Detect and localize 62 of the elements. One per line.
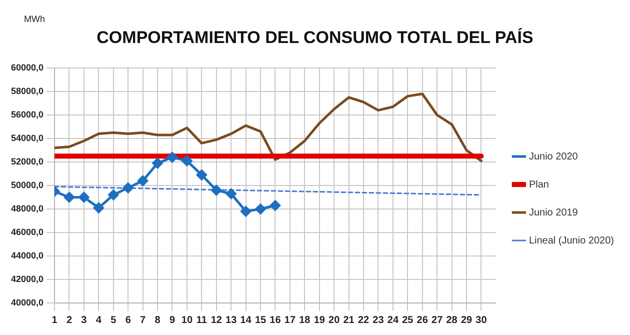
- point: [270, 200, 280, 211]
- point: [152, 158, 163, 168]
- x-tick-label: 29: [460, 314, 473, 326]
- x-tick-label: 30: [476, 314, 488, 326]
- legend-label: Junio 2019: [528, 207, 578, 218]
- x-tick-label: 4: [96, 314, 102, 326]
- y-tick-label: 44000,0: [10, 250, 44, 260]
- x-tick-label: 19: [314, 314, 326, 326]
- chart-title: COMPORTAMIENTO DEL CONSUMO TOTAL DEL PAÍS: [96, 28, 534, 48]
- point: [240, 206, 252, 217]
- point: [138, 176, 148, 186]
- legend-label: Lineal (Junio 2020): [528, 235, 614, 246]
- x-tick-label: 12: [210, 314, 222, 326]
- legend-label: Junio 2020: [528, 151, 578, 162]
- x-tick-label: 14: [240, 314, 252, 326]
- point: [166, 152, 178, 163]
- x-tick-label: 11: [196, 314, 208, 326]
- x-tick-label: 22: [358, 314, 370, 326]
- x-tick-label: 5: [110, 314, 117, 326]
- x-tick-label: 16: [270, 314, 282, 326]
- point: [122, 182, 134, 194]
- x-tick-label: 15: [254, 314, 267, 326]
- x-tick-label: 7: [140, 314, 146, 326]
- point: [226, 188, 236, 199]
- x-tick-label: 24: [387, 314, 399, 326]
- x-tick-label: 17: [284, 314, 296, 326]
- y-axis-title: MWh: [24, 14, 45, 24]
- y-tick-label: 60000,0: [10, 62, 44, 72]
- y-tick-label: 40000,0: [10, 297, 44, 308]
- point: [64, 192, 74, 202]
- x-tick-label: 6: [125, 314, 132, 326]
- x-tick-label: 18: [299, 314, 311, 326]
- y-tick-label: 42000,0: [10, 274, 44, 284]
- y-tick-label: 46000,0: [10, 226, 44, 237]
- point: [78, 192, 90, 202]
- y-tick-label: 54000,0: [10, 132, 44, 143]
- point: [182, 156, 192, 166]
- x-tick-label: 1: [52, 314, 58, 326]
- point: [93, 202, 104, 214]
- x-tick-label: 26: [416, 314, 428, 326]
- x-tick-label: 23: [372, 314, 384, 326]
- point: [211, 184, 222, 196]
- legend-label: Plan: [528, 179, 549, 190]
- x-tick-label: 13: [226, 314, 238, 326]
- x-tick-label: 2: [66, 314, 72, 326]
- x-tick-label: 25: [402, 314, 414, 326]
- x-tick-label: 9: [169, 314, 176, 326]
- point: [255, 204, 266, 214]
- x-tick-label: 8: [154, 314, 161, 326]
- y-tick-label: 52000,0: [10, 156, 44, 166]
- x-tick-label: 10: [181, 314, 193, 326]
- y-tick-label: 58000,0: [10, 86, 44, 96]
- x-tick-label: 21: [343, 314, 355, 326]
- x-tick-label: 28: [446, 314, 458, 326]
- y-tick-label: 48000,0: [10, 203, 44, 214]
- y-tick-label: 50000,0: [10, 180, 44, 190]
- point: [108, 190, 119, 200]
- x-tick-label: 27: [432, 314, 444, 326]
- y-tick-label: 56000,0: [10, 109, 44, 120]
- x-tick-label: 3: [81, 314, 88, 326]
- x-tick-label: 20: [328, 314, 340, 326]
- point: [196, 170, 207, 180]
